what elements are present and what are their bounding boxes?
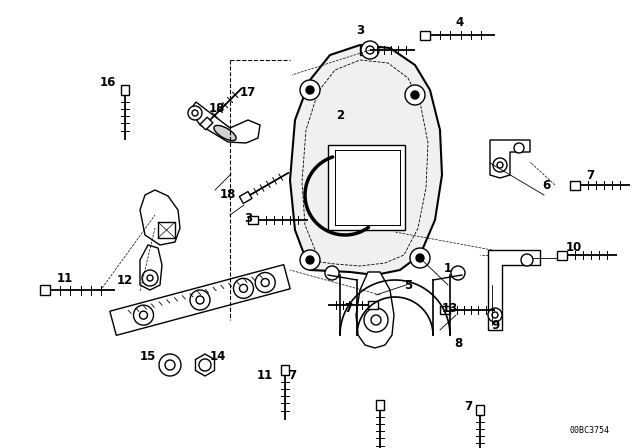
Circle shape: [306, 256, 314, 264]
Polygon shape: [360, 46, 370, 55]
Circle shape: [196, 296, 204, 304]
Polygon shape: [110, 265, 290, 336]
Polygon shape: [200, 117, 213, 130]
Circle shape: [364, 308, 388, 332]
Text: 12: 12: [117, 273, 133, 287]
Polygon shape: [476, 405, 484, 415]
Polygon shape: [290, 45, 442, 275]
Polygon shape: [376, 400, 384, 410]
Text: 10: 10: [566, 241, 582, 254]
Polygon shape: [420, 30, 430, 39]
Polygon shape: [195, 354, 214, 376]
Polygon shape: [557, 250, 567, 259]
Polygon shape: [488, 250, 540, 330]
Circle shape: [165, 360, 175, 370]
Text: 7: 7: [464, 400, 472, 413]
Circle shape: [492, 312, 498, 318]
Circle shape: [493, 158, 507, 172]
Text: 2: 2: [336, 108, 344, 121]
Text: 7: 7: [344, 302, 352, 314]
Polygon shape: [190, 102, 260, 143]
Circle shape: [371, 315, 381, 325]
Circle shape: [411, 91, 419, 99]
Text: 1: 1: [444, 262, 452, 275]
Text: 14: 14: [210, 349, 226, 362]
Text: 11: 11: [257, 369, 273, 382]
Circle shape: [405, 85, 425, 105]
Text: 18: 18: [220, 188, 236, 201]
Circle shape: [159, 354, 181, 376]
Circle shape: [300, 250, 320, 270]
Polygon shape: [248, 216, 258, 224]
Polygon shape: [40, 285, 50, 295]
Circle shape: [497, 162, 503, 168]
Text: 9: 9: [492, 319, 500, 332]
Circle shape: [410, 248, 430, 268]
Polygon shape: [140, 245, 162, 290]
Text: 13: 13: [442, 302, 458, 314]
Polygon shape: [440, 306, 450, 314]
Polygon shape: [356, 272, 394, 348]
Circle shape: [192, 110, 198, 116]
Text: 6: 6: [542, 178, 550, 191]
Text: 3: 3: [356, 23, 364, 36]
Circle shape: [366, 46, 374, 54]
Ellipse shape: [214, 125, 236, 141]
Polygon shape: [281, 365, 289, 375]
Polygon shape: [368, 301, 378, 309]
Text: 11: 11: [57, 271, 73, 284]
Circle shape: [488, 308, 502, 322]
Text: 00BC3754: 00BC3754: [570, 426, 610, 435]
Circle shape: [188, 106, 202, 120]
Circle shape: [361, 41, 379, 59]
Circle shape: [325, 266, 339, 280]
Circle shape: [239, 284, 248, 293]
Circle shape: [300, 80, 320, 100]
Circle shape: [521, 254, 533, 266]
Circle shape: [306, 86, 314, 94]
Polygon shape: [570, 181, 580, 190]
Text: 17: 17: [240, 86, 256, 99]
Polygon shape: [121, 85, 129, 95]
Circle shape: [142, 270, 158, 286]
Circle shape: [199, 359, 211, 371]
Text: 4: 4: [456, 16, 464, 29]
Text: 18: 18: [209, 102, 225, 115]
Circle shape: [234, 278, 253, 298]
Text: 15: 15: [140, 349, 156, 362]
Circle shape: [134, 305, 154, 325]
Circle shape: [140, 311, 147, 319]
Text: 16: 16: [100, 76, 116, 89]
Polygon shape: [328, 145, 405, 230]
Circle shape: [147, 275, 153, 281]
Polygon shape: [490, 140, 530, 178]
Text: 5: 5: [404, 279, 412, 292]
Circle shape: [261, 279, 269, 287]
Circle shape: [416, 254, 424, 262]
Text: 3: 3: [244, 211, 252, 224]
Circle shape: [255, 272, 275, 293]
Circle shape: [190, 290, 210, 310]
Polygon shape: [239, 192, 252, 203]
Text: 7: 7: [288, 369, 296, 382]
Text: 8: 8: [454, 336, 462, 349]
Polygon shape: [140, 190, 180, 245]
Polygon shape: [158, 222, 175, 238]
Circle shape: [451, 266, 465, 280]
Circle shape: [514, 143, 524, 153]
Text: 7: 7: [586, 168, 594, 181]
